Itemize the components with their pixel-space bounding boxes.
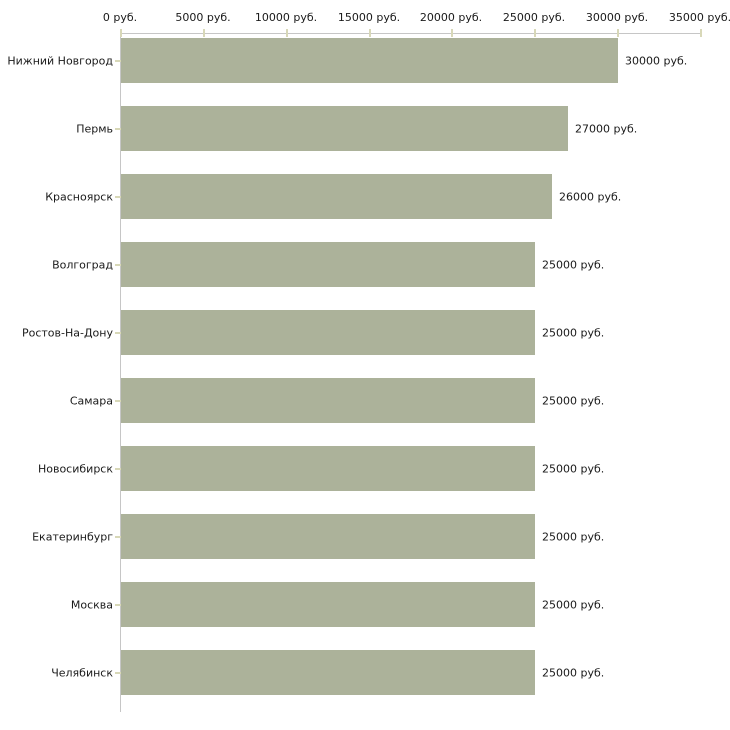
y-axis-tick-mark <box>115 332 122 334</box>
bar <box>121 378 535 423</box>
y-axis-tick-mark <box>115 128 122 130</box>
value-label: 25000 руб. <box>542 258 605 272</box>
y-axis-tick-mark <box>115 264 122 266</box>
bar-row: Екатеринбург 25000 руб. <box>0 503 730 571</box>
value-label: 25000 руб. <box>542 462 605 476</box>
value-label: 25000 руб. <box>542 666 605 680</box>
bar-row: Москва 25000 руб. <box>0 571 730 639</box>
y-axis-line <box>120 33 121 712</box>
bar <box>121 310 535 355</box>
category-label: Челябинск <box>51 666 113 680</box>
x-axis-tick-mark <box>286 29 288 37</box>
bar <box>121 106 568 151</box>
bar-row: Красноярск 26000 руб. <box>0 163 730 231</box>
y-axis-tick-mark <box>115 468 122 470</box>
x-axis-tick-label: 30000 руб. <box>585 11 649 24</box>
x-axis-tick-label: 0 руб. <box>102 11 138 24</box>
value-label: 27000 руб. <box>575 122 638 136</box>
category-label: Пермь <box>76 122 113 136</box>
y-axis-tick-mark <box>115 604 122 606</box>
x-axis-tick-mark <box>451 29 453 37</box>
bar-row: Челябинск 25000 руб. <box>0 639 730 707</box>
category-label: Самара <box>69 394 113 408</box>
bar <box>121 446 535 491</box>
value-label: 25000 руб. <box>542 326 605 340</box>
bar <box>121 174 552 219</box>
category-label: Волгоград <box>52 258 113 272</box>
y-axis-tick-mark <box>115 196 122 198</box>
y-axis-tick-mark <box>115 672 122 674</box>
category-label: Новосибирск <box>37 462 113 476</box>
x-axis-tick-label: 5000 руб. <box>175 11 231 24</box>
y-axis-tick-mark <box>115 60 122 62</box>
x-axis-tick-label: 35000 руб. <box>668 11 730 24</box>
value-label: 30000 руб. <box>625 54 688 68</box>
value-label: 25000 руб. <box>542 530 605 544</box>
x-axis-tick-label: 10000 руб. <box>254 11 318 24</box>
x-axis-line <box>120 33 701 34</box>
x-axis-tick-mark <box>203 29 205 37</box>
x-axis-tick-mark <box>700 29 702 37</box>
x-axis-tick-mark <box>369 29 371 37</box>
bar-row: Ростов-На-Дону 25000 руб. <box>0 299 730 367</box>
value-label: 25000 руб. <box>542 394 605 408</box>
bar-row: Новосибирск 25000 руб. <box>0 435 730 503</box>
x-axis-tick-mark <box>617 29 619 37</box>
bar <box>121 242 535 287</box>
bar <box>121 582 535 627</box>
bar-row: Волгоград 25000 руб. <box>0 231 730 299</box>
category-label: Екатеринбург <box>32 530 113 544</box>
bar <box>121 650 535 695</box>
bar <box>121 514 535 559</box>
category-label: Ростов-На-Дону <box>21 326 113 340</box>
category-label: Нижний Новгород <box>7 54 113 68</box>
category-label: Москва <box>70 598 113 612</box>
value-label: 26000 руб. <box>559 190 622 204</box>
y-axis-tick-mark <box>115 536 122 538</box>
bar <box>121 38 618 83</box>
bar-row: Самара 25000 руб. <box>0 367 730 435</box>
value-label: 25000 руб. <box>542 598 605 612</box>
x-axis-tick-label: 20000 руб. <box>419 11 483 24</box>
x-axis-tick-mark <box>120 29 122 37</box>
x-axis-tick-mark <box>534 29 536 37</box>
bar-row: Нижний Новгород 30000 руб. <box>0 27 730 95</box>
y-axis-tick-mark <box>115 400 122 402</box>
bar-row: Пермь 27000 руб. <box>0 95 730 163</box>
x-axis-tick-label: 25000 руб. <box>502 11 566 24</box>
x-axis-tick-label: 15000 руб. <box>337 11 401 24</box>
category-label: Красноярск <box>45 190 113 204</box>
